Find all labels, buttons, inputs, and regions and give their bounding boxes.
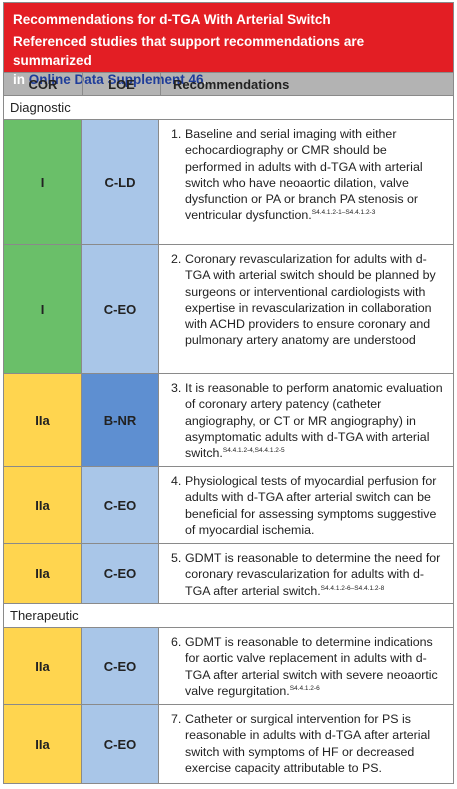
recommendation-body: Coronary revascularization for adults wi…	[185, 252, 436, 348]
loe-cell: C-EO	[82, 628, 159, 704]
recommendation-cell: 7. Catheter or surgical intervention for…	[159, 705, 453, 783]
cor-cell: I	[4, 245, 82, 373]
recommendation-reference: S4.4.1.2-1–S4.4.1.2-3	[311, 209, 376, 217]
recommendation-body: Baseline and serial imaging with either …	[185, 127, 423, 223]
recommendation-reference: S4.4.1.2-6–S4.4.1.2-8	[320, 584, 385, 592]
cor-cell: IIa	[4, 374, 82, 466]
column-header-cor: COR	[4, 73, 83, 95]
recommendation-cell: 6. GDMT is reasonable to determine indic…	[159, 628, 453, 704]
banner-note-line3-suffix: .	[203, 72, 208, 87]
recommendation-number: 5.	[171, 551, 182, 565]
recommendation-cell: 2. Coronary revascularization for adults…	[159, 245, 453, 373]
loe-cell: C-EO	[82, 245, 159, 373]
recommendation-text: Coronary revascularization for adults wi…	[185, 251, 445, 369]
recommendation-number: 2.	[171, 252, 182, 266]
recommendation-number: 6.	[171, 635, 182, 649]
recommendation-text: GDMT is reasonable to determine the need…	[185, 550, 445, 599]
table-title: Recommendations for d-TGA With Arterial …	[13, 12, 331, 27]
cor-cell: IIa	[4, 544, 82, 603]
table-row: I C-EO 2. Coronary revascularization for…	[4, 245, 453, 374]
recommendation-cell: 3. It is reasonable to perform anatomic …	[159, 374, 453, 466]
loe-cell: C-EO	[82, 705, 159, 783]
banner-note-line2: Referenced studies that support recommen…	[13, 34, 365, 68]
loe-cell: B-NR	[82, 374, 159, 466]
recommendation-text: Baseline and serial imaging with either …	[185, 126, 445, 240]
recommendation-body: It is reasonable to perform anatomic eva…	[185, 381, 443, 461]
recommendation-text: GDMT is reasonable to determine indicati…	[185, 634, 445, 700]
cor-cell: IIa	[4, 628, 82, 704]
banner-note: Referenced studies that support recommen…	[13, 32, 445, 89]
recommendation-cell: 4. Physiological tests of myocardial per…	[159, 467, 453, 543]
recommendation-number: 1.	[171, 127, 182, 141]
online-data-supplement-link[interactable]: Online Data Supplement 46	[28, 72, 204, 87]
loe-cell: C-EO	[82, 467, 159, 543]
table-row: IIa B-NR 3. It is reasonable to perform …	[4, 374, 453, 467]
loe-cell: C-EO	[82, 544, 159, 603]
section-therapeutic: Therapeutic	[4, 604, 453, 628]
cor-cell: I	[4, 120, 82, 244]
table-row: IIa C-EO 6. GDMT is reasonable to determ…	[4, 628, 453, 705]
column-header-row: COR LOE Recommendations	[4, 72, 453, 96]
recommendation-text: Catheter or surgical intervention for PS…	[185, 711, 445, 779]
banner-note-line3-prefix: in	[13, 72, 29, 87]
recommendation-text: It is reasonable to perform anatomic eva…	[185, 380, 445, 462]
recommendation-number: 3.	[171, 381, 182, 395]
recommendation-cell: 5. GDMT is reasonable to determine the n…	[159, 544, 453, 603]
loe-cell: C-LD	[82, 120, 159, 244]
recommendation-text: Physiological tests of myocardial perfus…	[185, 473, 445, 539]
recommendation-body: GDMT is reasonable to determine the need…	[185, 551, 441, 598]
table-banner: Recommendations for d-TGA With Arterial …	[4, 3, 453, 87]
recommendation-number: 4.	[171, 474, 182, 488]
recommendation-reference: S4.4.1.2-4,S4.4.1.2-5	[222, 447, 285, 455]
section-diagnostic: Diagnostic	[4, 96, 453, 120]
column-header-loe: LOE	[83, 73, 161, 95]
recommendations-table: Recommendations for d-TGA With Arterial …	[3, 2, 454, 784]
recommendation-body: Catheter or surgical intervention for PS…	[185, 712, 431, 775]
table-row: IIa C-EO 4. Physiological tests of myoca…	[4, 467, 453, 544]
recommendation-reference: S4.4.1.2-6	[289, 684, 320, 692]
recommendation-body: Physiological tests of myocardial perfus…	[185, 474, 437, 537]
cor-cell: IIa	[4, 705, 82, 783]
table-row: IIa C-EO 5. GDMT is reasonable to determ…	[4, 544, 453, 604]
recommendation-body: GDMT is reasonable to determine indicati…	[185, 635, 438, 698]
recommendation-cell: 1. Baseline and serial imaging with eith…	[159, 120, 453, 244]
table-row: IIa C-EO 7. Catheter or surgical interve…	[4, 705, 453, 783]
recommendation-number: 7.	[171, 712, 182, 726]
column-header-recommendations: Recommendations	[173, 76, 290, 92]
table-row: I C-LD 1. Baseline and serial imaging wi…	[4, 120, 453, 245]
cor-cell: IIa	[4, 467, 82, 543]
